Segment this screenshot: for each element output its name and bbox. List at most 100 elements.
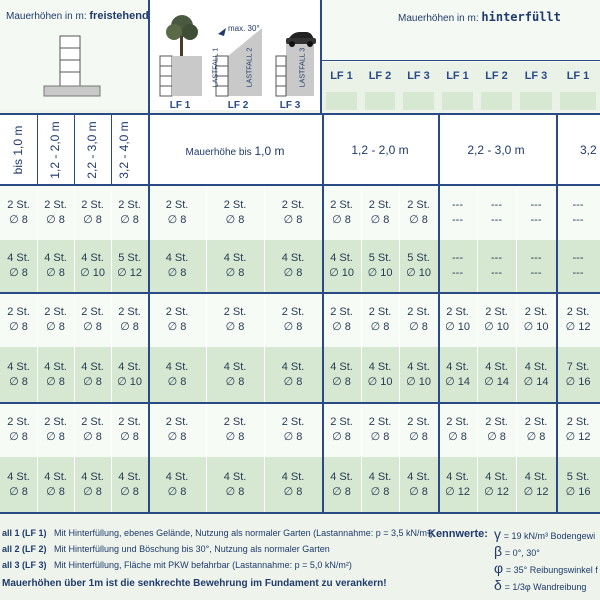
table-cell: 2 St. ∅ 10 bbox=[516, 292, 556, 347]
table-cell: 2 St. ∅ 10 bbox=[477, 292, 516, 347]
table-row-band bbox=[0, 457, 600, 512]
bar-diameter: ∅ 14 bbox=[484, 375, 509, 388]
bar-count: 5 St. bbox=[368, 252, 392, 264]
height-label-2: 1,2 - 2,0 m bbox=[48, 121, 62, 179]
height-header-row bbox=[0, 115, 600, 185]
header-rule bbox=[320, 60, 600, 61]
bar-diameter: ∅ 8 bbox=[120, 430, 139, 443]
bar-diameter: ∅ 8 bbox=[167, 213, 187, 226]
bar-count: 4 St. bbox=[407, 470, 430, 483]
bar-count: 4 St. bbox=[165, 252, 189, 264]
bar-diameter: ∅ 8 bbox=[9, 267, 28, 279]
table-cell: 2 St. ∅ 8 bbox=[37, 292, 74, 347]
bar-count: 2 St. bbox=[118, 415, 141, 428]
table-cell: 2 St. ∅ 8 bbox=[111, 185, 148, 240]
legend-lf3: all 3 (LF 3) Mit Hinterfüllung, Fläche m… bbox=[2, 560, 352, 570]
table-cell: 4 St. ∅ 8 bbox=[322, 347, 361, 402]
group-separator bbox=[322, 115, 324, 512]
bar-count: 2 St. bbox=[165, 198, 189, 211]
column-separator bbox=[264, 185, 265, 512]
bar-count: 2 St. bbox=[485, 415, 508, 428]
table-cell: 2 St. ∅ 8 bbox=[399, 185, 438, 240]
bar-count: 2 St. bbox=[281, 198, 305, 211]
table-cell: 4 St. ∅ 8 bbox=[148, 457, 206, 512]
bar-count: 2 St. bbox=[330, 198, 353, 211]
bar-count: 2 St. bbox=[223, 415, 247, 428]
table-cell: 2 St. ∅ 8 bbox=[37, 185, 74, 240]
table-cell: 2 St. ∅ 8 bbox=[148, 185, 206, 240]
bar-count: 4 St. bbox=[330, 470, 353, 483]
bar-count: 2 St. bbox=[524, 305, 548, 318]
lf-group-header-strip bbox=[560, 92, 596, 110]
bar-diameter: ∅ 8 bbox=[46, 375, 65, 388]
lf-group-label: LF 2 bbox=[485, 70, 508, 82]
lf-group-label: LF 1 bbox=[330, 70, 353, 82]
lastfall-2-slope-icon bbox=[215, 28, 262, 97]
bar-diameter: ∅ 10 bbox=[329, 267, 354, 279]
lf-small-1: LF 1 bbox=[169, 100, 191, 111]
bar-diameter: ∅ 8 bbox=[370, 320, 390, 333]
kennwert-phi: φ = 35° Reibungswinkel f bbox=[494, 560, 598, 576]
bar-diameter: ∅ 8 bbox=[9, 320, 28, 333]
table-cell: 5 St. ∅ 10 bbox=[361, 240, 399, 292]
bar-count: 4 St. bbox=[7, 470, 30, 483]
table-cell: 4 St. ∅ 8 bbox=[148, 240, 206, 292]
table-cell: 2 St. ∅ 12 bbox=[556, 402, 600, 457]
lf-group-label: LF 2 bbox=[368, 70, 392, 82]
bar-count: 2 St. bbox=[281, 415, 305, 428]
bar-diameter: ∅ 8 bbox=[225, 375, 245, 388]
table-cell: 2 St. ∅ 8 bbox=[399, 402, 438, 457]
table-cell: 4 St. ∅ 12 bbox=[438, 457, 477, 512]
bar-diameter: --- bbox=[491, 267, 502, 279]
bar-count: --- bbox=[491, 198, 502, 211]
bar-diameter: ∅ 8 bbox=[370, 430, 390, 443]
table-cell: --- --- bbox=[516, 185, 556, 240]
kennwert-gamma: γ = 19 kN/m³ Bodengewi bbox=[494, 526, 596, 542]
bar-count: 4 St. bbox=[281, 470, 305, 483]
bar-diameter: ∅ 10 bbox=[367, 375, 393, 388]
bar-diameter: ∅ 8 bbox=[120, 213, 139, 226]
table-row-band bbox=[0, 402, 600, 457]
legend-lf1: all 1 (LF 1) Mit Hinterfüllung, ebenes G… bbox=[2, 528, 433, 538]
bar-diameter: ∅ 8 bbox=[370, 485, 390, 498]
bar-count: 2 St. bbox=[566, 415, 590, 428]
bar-diameter: ∅ 12 bbox=[484, 485, 509, 498]
table-row-band bbox=[0, 240, 600, 292]
height-label-4: 3,2 - 4,0 m bbox=[117, 121, 131, 179]
table-cell: 4 St. ∅ 8 bbox=[37, 457, 74, 512]
table-cell: 4 St. ∅ 8 bbox=[74, 347, 111, 402]
bar-count: 5 St. bbox=[118, 252, 141, 264]
bar-diameter: ∅ 8 bbox=[46, 320, 65, 333]
bar-diameter: ∅ 8 bbox=[332, 485, 351, 498]
header-rule bbox=[0, 113, 600, 115]
table-cell: 2 St. ∅ 8 bbox=[322, 292, 361, 347]
lf-group-header-strip bbox=[326, 92, 357, 110]
lf-group-label: LF 3 bbox=[524, 70, 548, 82]
bar-diameter: ∅ 8 bbox=[526, 430, 546, 443]
table-cell: 2 St. ∅ 8 bbox=[148, 402, 206, 457]
bar-diameter: ∅ 10 bbox=[80, 267, 105, 279]
bar-count: --- bbox=[572, 198, 584, 211]
table-cell: 2 St. ∅ 10 bbox=[438, 292, 477, 347]
bar-count: --- bbox=[452, 198, 463, 211]
bar-diameter: ∅ 8 bbox=[283, 320, 303, 333]
bar-count: 4 St. bbox=[44, 360, 67, 373]
table-cell: 4 St. ∅ 10 bbox=[399, 347, 438, 402]
table-cell: 2 St. ∅ 8 bbox=[438, 402, 477, 457]
bar-count: 4 St. bbox=[118, 360, 141, 373]
lf-small-3: LF 3 bbox=[279, 100, 301, 111]
bar-count: 2 St. bbox=[446, 415, 469, 428]
table-cell: 4 St. ∅ 8 bbox=[74, 457, 111, 512]
bar-diameter: ∅ 8 bbox=[83, 213, 102, 226]
bar-diameter: ∅ 8 bbox=[283, 485, 303, 498]
hinterfuellt-title: Mauerhöhen in m: hinterfüllt bbox=[398, 10, 561, 24]
bar-diameter: --- bbox=[530, 267, 542, 279]
bar-diameter: ∅ 8 bbox=[83, 485, 102, 498]
bar-count: 2 St. bbox=[446, 305, 469, 318]
bar-diameter: ∅ 8 bbox=[9, 375, 28, 388]
column-separator bbox=[74, 115, 75, 185]
table-cell: 2 St. ∅ 8 bbox=[206, 292, 264, 347]
table-cell: 4 St. ∅ 8 bbox=[361, 457, 399, 512]
height-label-3: 2,2 - 3,0 m bbox=[85, 121, 99, 179]
bar-diameter: ∅ 8 bbox=[225, 213, 245, 226]
